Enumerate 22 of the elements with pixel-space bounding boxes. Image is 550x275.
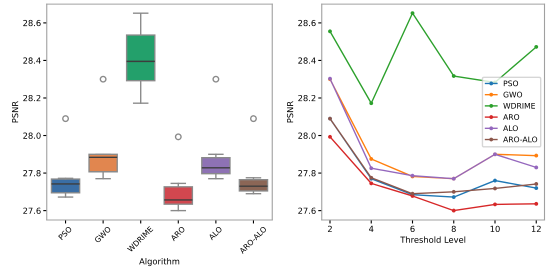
x-tick-label: 10 — [490, 226, 500, 232]
y-tick-label: 28.2 — [298, 94, 316, 102]
y-tick-label: 28.0 — [298, 132, 316, 139]
y-tick-label: 27.8 — [298, 170, 316, 176]
y-tick-label: 28.6 — [23, 20, 41, 26]
x-axis-title: Threshold Level — [400, 236, 466, 243]
y-axis-title: PSNR — [286, 101, 294, 122]
y-tick-label: 27.6 — [298, 208, 316, 214]
y-axis-title: PSNR — [12, 101, 18, 122]
y-tick-label: 28.0 — [23, 132, 41, 139]
x-axis-title: Algorithm — [139, 258, 180, 266]
y-tick-label: 28.2 — [23, 94, 40, 102]
x-tick-label: 4 — [369, 226, 374, 232]
x-tick-label: 8 — [452, 226, 456, 232]
y-tick-label: 28.6 — [298, 20, 316, 26]
x-tick-label: 2 — [328, 226, 332, 232]
y-tick-label: 27.6 — [23, 208, 41, 214]
x-tick-label: 12 — [532, 226, 541, 232]
x-tick-label: 6 — [410, 226, 415, 232]
y-tick-label: 27.8 — [23, 170, 41, 176]
y-tick-label: 28.4 — [298, 57, 316, 64]
y-tick-label: 28.4 — [23, 57, 41, 64]
